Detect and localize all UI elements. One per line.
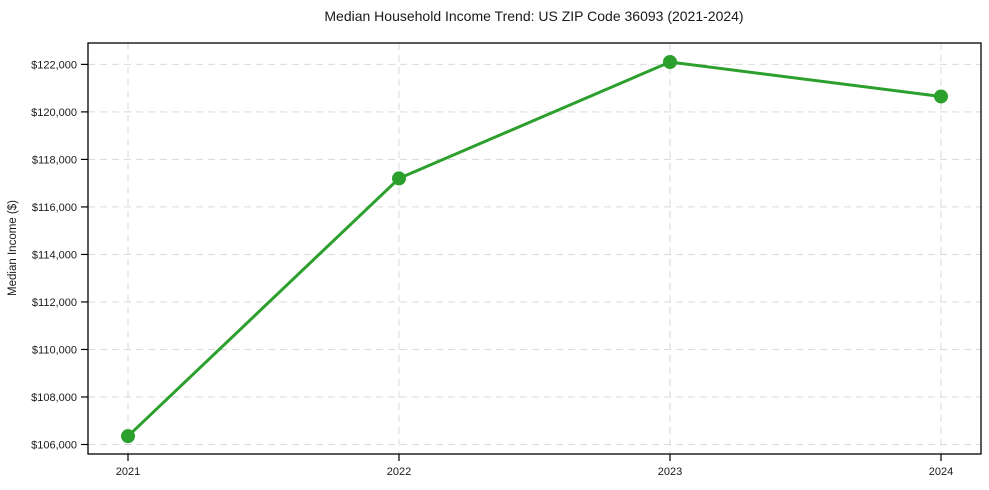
- x-tick-label: 2022: [387, 466, 411, 478]
- axis-ticks: [81, 63, 942, 461]
- y-tick-label: $122,000: [31, 59, 77, 71]
- y-tick-label: $120,000: [31, 107, 77, 119]
- data-point-2024: [934, 89, 948, 104]
- x-tick-label: 2023: [658, 466, 682, 478]
- y-tick-label: $108,000: [31, 392, 77, 404]
- tick-labels: $106,000 $108,000 $110,000 $112,000 $114,000…: [31, 59, 953, 478]
- income-series-line: [126, 60, 943, 438]
- data-point-2023: [663, 55, 677, 70]
- chart-title: Median Household Income Trend: US ZIP Co…: [324, 8, 743, 24]
- y-tick-label: $118,000: [32, 154, 77, 166]
- y-tick-label: $112,000: [32, 297, 77, 309]
- y-tick-label: $110,000: [32, 344, 77, 356]
- y-tick-label: $106,000: [31, 439, 77, 451]
- data-point-2022: [392, 171, 406, 186]
- x-tick-label: 2024: [929, 466, 953, 478]
- plot-border: [87, 42, 982, 455]
- y-tick-label: $116,000: [32, 202, 77, 214]
- grid-lines: [88, 43, 981, 454]
- y-tick-label: $114,000: [32, 249, 77, 261]
- x-tick-label: 2021: [116, 466, 140, 478]
- data-point-2021: [121, 429, 135, 444]
- data-series: [121, 55, 948, 444]
- y-axis-label: Median Income ($): [7, 200, 19, 296]
